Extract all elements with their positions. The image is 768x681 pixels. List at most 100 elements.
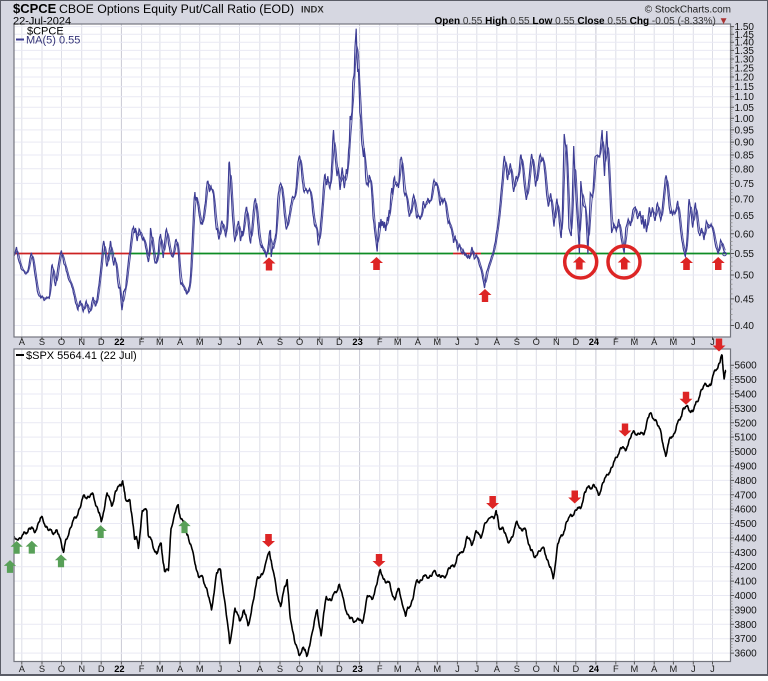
svg-text:M: M: [394, 664, 402, 674]
svg-text:MA(5) 0.55: MA(5) 0.55: [26, 35, 80, 47]
svg-text:23: 23: [352, 337, 362, 347]
svg-text:D: D: [572, 337, 579, 347]
svg-text:J: J: [455, 337, 460, 347]
svg-text:CBOE Options Equity Put/Call R: CBOE Options Equity Put/Call Ratio (EOD): [59, 2, 294, 16]
svg-text:1.00: 1.00: [735, 114, 755, 125]
svg-text:1.25: 1.25: [735, 63, 755, 74]
svg-text:© StockCharts.com: © StockCharts.com: [645, 5, 731, 16]
svg-text:A: A: [257, 664, 264, 674]
svg-text:J: J: [237, 664, 242, 674]
svg-text:4900: 4900: [735, 462, 758, 473]
svg-text:J: J: [710, 664, 715, 674]
svg-text:S: S: [514, 664, 520, 674]
svg-text:$CPCE: $CPCE: [27, 26, 64, 38]
svg-text:0.50: 0.50: [735, 271, 755, 282]
svg-text:$CPCE: $CPCE: [13, 1, 57, 16]
svg-text:A: A: [177, 337, 184, 347]
svg-text:S: S: [277, 337, 283, 347]
svg-text:1.15: 1.15: [735, 82, 755, 93]
svg-text:S: S: [277, 664, 283, 674]
svg-text:D: D: [336, 337, 343, 347]
svg-text:1.05: 1.05: [735, 103, 755, 114]
svg-text:0.75: 0.75: [735, 179, 755, 190]
svg-text:4700: 4700: [735, 490, 758, 501]
svg-text:M: M: [196, 664, 204, 674]
svg-text:4500: 4500: [735, 519, 758, 530]
svg-text:O: O: [58, 664, 65, 674]
svg-text:1.40: 1.40: [735, 38, 755, 49]
svg-text:0.90: 0.90: [735, 138, 755, 149]
svg-text:22: 22: [114, 664, 124, 674]
svg-text:N: N: [316, 664, 323, 674]
svg-text:5600: 5600: [735, 361, 758, 372]
svg-text:5300: 5300: [735, 404, 758, 415]
svg-text:A: A: [415, 337, 422, 347]
svg-text:0.40: 0.40: [735, 321, 755, 332]
svg-text:1.30: 1.30: [735, 55, 755, 66]
svg-text:M: M: [631, 664, 639, 674]
svg-text:J: J: [691, 337, 696, 347]
svg-text:M: M: [670, 664, 678, 674]
svg-text:N: N: [553, 337, 560, 347]
svg-text:F: F: [377, 664, 383, 674]
svg-text:D: D: [336, 664, 343, 674]
svg-text:N: N: [553, 664, 560, 674]
svg-text:D: D: [572, 664, 579, 674]
svg-text:D: D: [98, 664, 105, 674]
svg-text:3800: 3800: [735, 620, 758, 631]
svg-text:O: O: [58, 337, 65, 347]
svg-text:4300: 4300: [735, 548, 758, 559]
svg-text:A: A: [651, 337, 658, 347]
svg-text:J: J: [218, 337, 223, 347]
svg-text:D: D: [98, 337, 105, 347]
svg-text:J: J: [455, 664, 460, 674]
svg-text:M: M: [156, 337, 164, 347]
svg-text:M: M: [156, 664, 164, 674]
svg-text:4100: 4100: [735, 577, 758, 588]
svg-text:J: J: [237, 337, 242, 347]
svg-text:F: F: [613, 664, 619, 674]
svg-text:22: 22: [114, 337, 124, 347]
svg-text:N: N: [78, 337, 85, 347]
svg-text:5500: 5500: [735, 375, 758, 386]
svg-text:A: A: [415, 664, 422, 674]
svg-text:F: F: [613, 337, 619, 347]
svg-text:M: M: [433, 337, 441, 347]
svg-text:3600: 3600: [735, 649, 758, 660]
svg-text:M: M: [196, 337, 204, 347]
svg-text:O: O: [296, 664, 303, 674]
svg-text:F: F: [139, 664, 145, 674]
svg-text:4400: 4400: [735, 533, 758, 544]
svg-text:24: 24: [589, 337, 600, 347]
svg-text:F: F: [139, 337, 145, 347]
svg-text:O: O: [296, 337, 303, 347]
svg-text:0.65: 0.65: [735, 211, 755, 222]
svg-text:Open 0.55 High 0.55 Low 0.55 C: Open 0.55 High 0.55 Low 0.55 Close 0.55 …: [435, 16, 729, 27]
svg-text:$SPX 5564.41 (22 Jul): $SPX 5564.41 (22 Jul): [26, 350, 137, 362]
svg-text:24: 24: [589, 664, 600, 674]
svg-text:5400: 5400: [735, 390, 758, 401]
svg-text:A: A: [19, 337, 26, 347]
svg-text:1.45: 1.45: [735, 30, 755, 41]
svg-text:5000: 5000: [735, 447, 758, 458]
svg-text:O: O: [533, 664, 540, 674]
svg-text:A: A: [177, 664, 184, 674]
svg-text:1.10: 1.10: [735, 92, 755, 103]
svg-text:23: 23: [352, 664, 362, 674]
svg-text:O: O: [533, 337, 540, 347]
svg-text:A: A: [494, 337, 501, 347]
svg-text:4800: 4800: [735, 476, 758, 487]
svg-text:J: J: [710, 337, 715, 347]
svg-text:S: S: [39, 664, 45, 674]
svg-text:5100: 5100: [735, 433, 758, 444]
svg-text:A: A: [651, 664, 658, 674]
svg-text:1.35: 1.35: [735, 46, 755, 57]
svg-text:4000: 4000: [735, 591, 758, 602]
svg-text:N: N: [78, 664, 85, 674]
svg-text:0.60: 0.60: [735, 229, 755, 240]
svg-text:M: M: [670, 337, 678, 347]
svg-text:A: A: [494, 664, 501, 674]
svg-text:J: J: [474, 664, 479, 674]
svg-text:22-Jul-2024: 22-Jul-2024: [13, 16, 71, 28]
svg-text:3900: 3900: [735, 605, 758, 616]
